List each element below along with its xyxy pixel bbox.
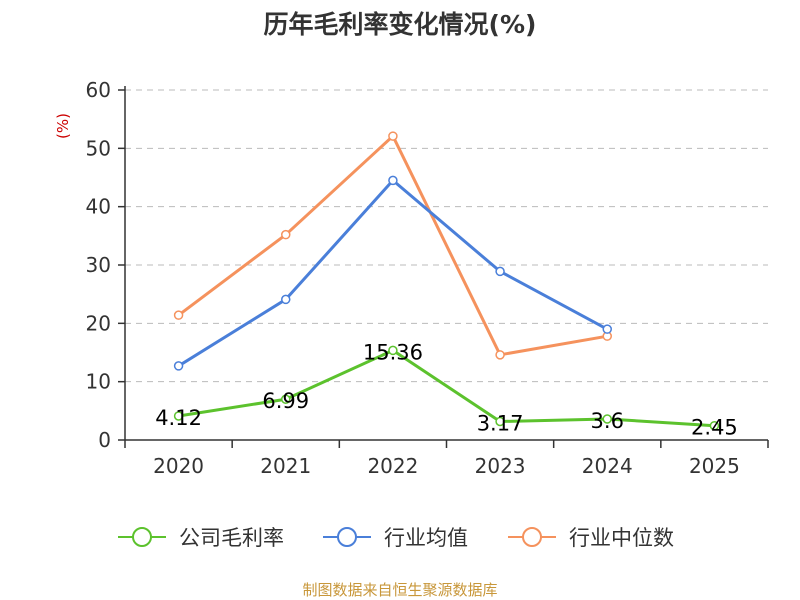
y-tick-label: 40	[86, 195, 111, 219]
x-tick-label: 2024	[582, 454, 633, 478]
series-line	[178, 348, 715, 428]
data-point	[495, 350, 505, 360]
legend-marker	[522, 527, 542, 547]
y-tick-label: 10	[86, 370, 111, 394]
y-tick-label: 0	[98, 428, 111, 452]
legend-label: 行业均值	[384, 526, 468, 550]
data-label: 6.99	[262, 389, 309, 413]
legend-label: 公司毛利率	[179, 526, 284, 550]
data-point	[602, 414, 612, 424]
data-point	[281, 394, 291, 404]
x-tick-label: 2021	[260, 454, 311, 478]
data-point	[388, 345, 398, 356]
data-label: 15.36	[363, 340, 423, 364]
y-axis-label: (%)	[54, 113, 72, 139]
y-tick-label: 60	[86, 78, 111, 102]
chart-title: 历年毛利率变化情况(%)	[264, 10, 537, 39]
legend-label: 行业中位数	[569, 526, 674, 550]
y-tick-label: 20	[86, 311, 111, 335]
x-tick-label: 2020	[153, 454, 204, 478]
data-point	[709, 420, 720, 431]
y-tick-label: 50	[86, 136, 111, 160]
data-label: 3.6	[591, 409, 624, 433]
data-point	[602, 324, 612, 334]
x-tick-label: 2023	[475, 454, 526, 478]
data-point	[281, 294, 291, 305]
data-point	[281, 229, 291, 240]
series-line	[177, 178, 608, 368]
source-note: 制图数据来自恒生聚源数据库	[302, 581, 497, 599]
x-tick-label: 2022	[367, 454, 418, 478]
data-point	[495, 266, 505, 277]
series-line	[177, 134, 608, 357]
data-point	[173, 411, 184, 421]
data-label: 2.45	[691, 416, 738, 440]
y-tick-label: 30	[86, 253, 111, 277]
data-point	[495, 416, 505, 427]
data-label: 4.12	[155, 406, 202, 430]
legend-marker	[132, 527, 152, 547]
legend-marker	[337, 527, 357, 547]
data-point	[173, 361, 184, 371]
data-point	[388, 131, 398, 141]
data-point	[173, 310, 184, 320]
data-point	[388, 175, 398, 186]
data-label: 3.17	[477, 412, 524, 436]
x-tick-label: 2025	[689, 454, 740, 478]
